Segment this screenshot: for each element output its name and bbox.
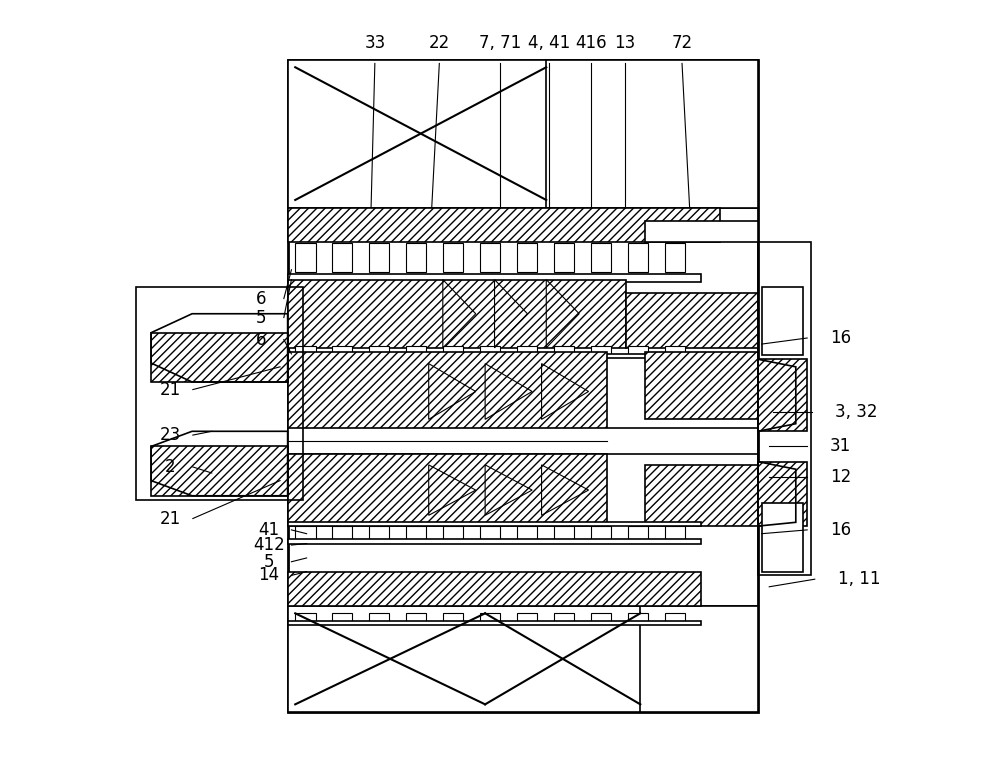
- Bar: [443, 243, 463, 272]
- Bar: [758, 241, 811, 575]
- Bar: [758, 461, 807, 526]
- Bar: [554, 613, 574, 623]
- Bar: [288, 539, 701, 543]
- Text: 1, 11: 1, 11: [838, 570, 880, 588]
- Bar: [665, 613, 685, 623]
- Bar: [288, 428, 758, 454]
- Bar: [591, 346, 611, 355]
- Bar: [665, 243, 685, 272]
- Bar: [369, 526, 389, 541]
- Bar: [288, 208, 720, 241]
- Bar: [406, 526, 426, 541]
- Bar: [480, 526, 500, 541]
- Bar: [762, 503, 803, 571]
- Bar: [665, 346, 685, 355]
- Text: 2: 2: [165, 458, 175, 476]
- Bar: [295, 526, 316, 541]
- Bar: [332, 613, 352, 623]
- Bar: [443, 526, 463, 541]
- Bar: [758, 359, 807, 432]
- Text: 31: 31: [830, 438, 851, 455]
- Bar: [406, 346, 426, 355]
- Text: 16: 16: [830, 521, 851, 539]
- Bar: [406, 243, 426, 272]
- Bar: [332, 243, 352, 272]
- Bar: [369, 613, 389, 623]
- Bar: [626, 293, 758, 348]
- Bar: [762, 287, 803, 355]
- Bar: [645, 222, 758, 241]
- Bar: [288, 354, 701, 358]
- Text: 7, 71: 7, 71: [479, 34, 521, 52]
- Bar: [369, 243, 389, 272]
- Bar: [591, 613, 611, 623]
- Bar: [480, 346, 500, 355]
- Bar: [288, 621, 701, 625]
- Bar: [628, 613, 648, 623]
- Bar: [295, 243, 316, 272]
- Bar: [628, 346, 648, 355]
- Text: 412: 412: [253, 536, 285, 554]
- Bar: [591, 526, 611, 541]
- Bar: [288, 571, 701, 606]
- Bar: [628, 243, 648, 272]
- Bar: [665, 526, 685, 541]
- Text: 21: 21: [159, 380, 181, 399]
- Bar: [517, 613, 537, 623]
- Bar: [332, 526, 352, 541]
- Text: 12: 12: [830, 468, 851, 486]
- Bar: [295, 346, 316, 355]
- Bar: [295, 613, 316, 623]
- Text: 5: 5: [256, 309, 266, 326]
- Text: 6: 6: [256, 290, 266, 308]
- Bar: [332, 346, 352, 355]
- Text: 16: 16: [830, 329, 851, 347]
- Text: 33: 33: [364, 34, 385, 52]
- Bar: [443, 613, 463, 623]
- Bar: [591, 243, 611, 272]
- Bar: [480, 243, 500, 272]
- Bar: [640, 606, 758, 712]
- Bar: [151, 446, 288, 496]
- Bar: [554, 346, 574, 355]
- Text: 72: 72: [671, 34, 693, 52]
- Bar: [288, 522, 701, 526]
- Bar: [480, 613, 500, 623]
- Text: 6: 6: [256, 331, 266, 348]
- Bar: [628, 526, 648, 541]
- Text: 4, 41: 4, 41: [528, 34, 570, 52]
- Bar: [645, 351, 758, 419]
- Bar: [406, 613, 426, 623]
- Bar: [517, 526, 537, 541]
- Bar: [288, 60, 758, 712]
- Text: 22: 22: [429, 34, 450, 52]
- Bar: [288, 454, 607, 526]
- Bar: [151, 332, 288, 382]
- Bar: [288, 351, 607, 432]
- Bar: [546, 60, 758, 208]
- Text: 23: 23: [159, 426, 181, 444]
- Text: 5: 5: [263, 552, 274, 571]
- Bar: [288, 280, 626, 348]
- Text: 41: 41: [258, 521, 279, 539]
- Text: 14: 14: [258, 566, 279, 584]
- Bar: [517, 346, 537, 355]
- Bar: [288, 606, 758, 712]
- Bar: [517, 243, 537, 272]
- Bar: [288, 60, 758, 208]
- Text: 21: 21: [159, 510, 181, 527]
- Bar: [645, 465, 758, 526]
- Bar: [136, 287, 303, 500]
- Text: 13: 13: [615, 34, 636, 52]
- Bar: [288, 274, 701, 282]
- Text: 3, 32: 3, 32: [835, 403, 878, 421]
- Bar: [369, 346, 389, 355]
- Text: 416: 416: [575, 34, 607, 52]
- Bar: [443, 346, 463, 355]
- Bar: [554, 243, 574, 272]
- Bar: [554, 526, 574, 541]
